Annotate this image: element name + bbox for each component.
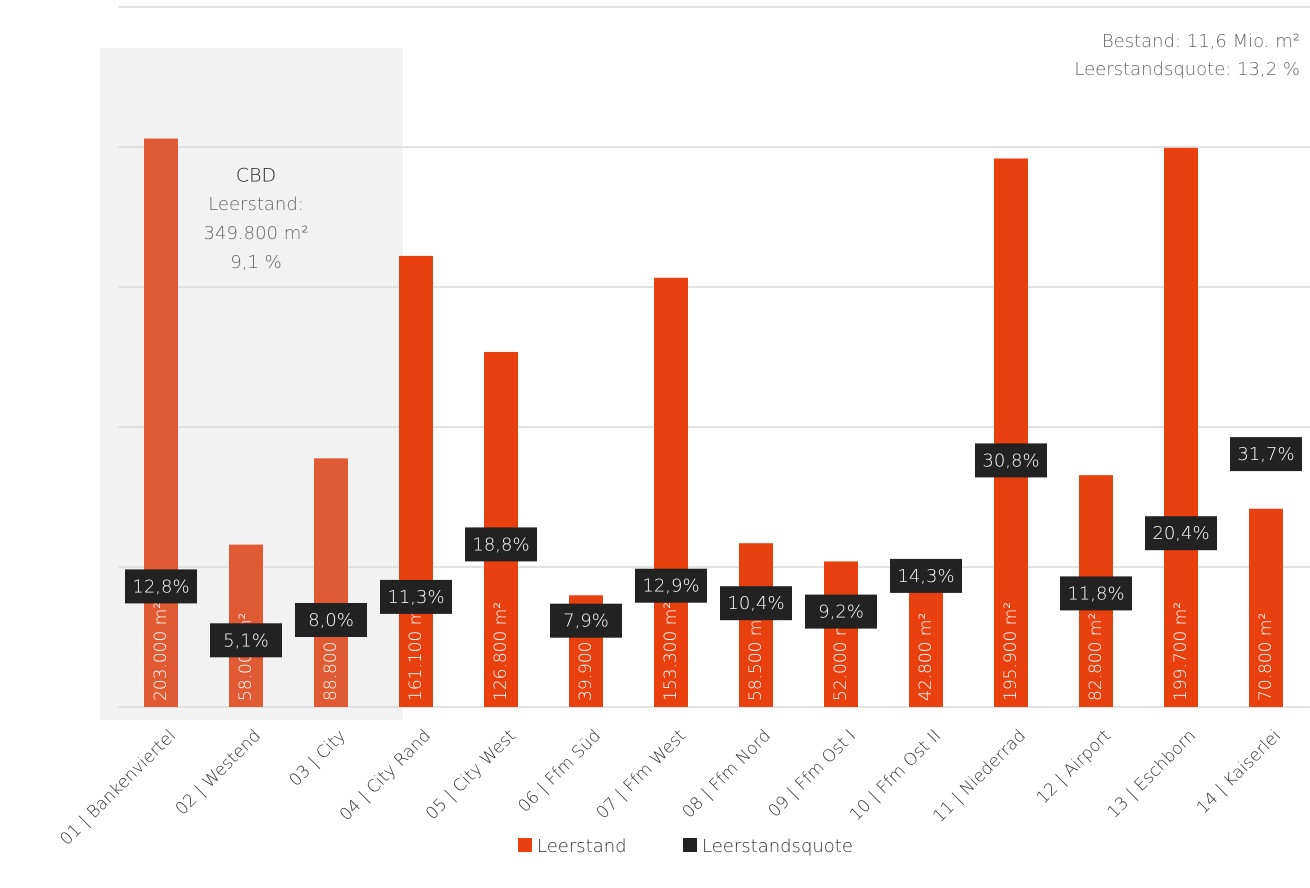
quote-box: [210, 623, 282, 658]
quote-label: 31,7%: [1237, 444, 1294, 465]
value-label: 70.800 m²: [1256, 613, 1276, 701]
quote-label: 18,8%: [472, 534, 529, 555]
legend-swatch: [518, 838, 532, 852]
x-tick-label: 04 | City Rand: [336, 726, 435, 825]
quote-box: [295, 603, 367, 637]
bar: [1249, 508, 1283, 707]
value-label: 203.000 m²: [151, 602, 171, 701]
value-label: 42.800 m²: [916, 613, 936, 701]
value-label: 82.800 m²: [1086, 613, 1106, 701]
x-tick-label: 02 | Westend: [172, 726, 265, 819]
x-tick-label: 09 | Ffm Ost I: [764, 726, 860, 822]
quote-box: [720, 586, 792, 621]
legend-swatch: [683, 838, 697, 852]
x-tick-label: 03 | City: [285, 726, 350, 791]
quote-label: 7,9%: [563, 611, 609, 632]
x-tick-label: 13 | Eschborn: [1104, 726, 1201, 823]
quote-box: [465, 527, 537, 562]
quote-label: 30,8%: [982, 450, 1039, 471]
quote-label: 14,3%: [897, 566, 954, 587]
quote-label: 11,3%: [387, 587, 444, 608]
x-tick-label: 05 | City West: [422, 726, 520, 824]
value-label: 52.000 m²: [831, 613, 851, 701]
quote-label: 9,2%: [818, 602, 864, 623]
x-tick-label: 07 | Ffm West: [593, 726, 690, 823]
annotation: Bestand: 11,6 Mio. m²: [1102, 31, 1300, 52]
bar: [994, 158, 1028, 708]
quote-box: [975, 443, 1047, 478]
bar: [399, 255, 433, 708]
bar: [1164, 147, 1198, 708]
annotation: CBD: [236, 165, 276, 187]
x-tick-label: 08 | Ffm Nord: [679, 726, 776, 823]
quote-box: [1060, 576, 1132, 611]
quote-box: [805, 594, 877, 629]
quote-box: [1145, 516, 1217, 551]
quote-box: [380, 579, 452, 614]
quote-label: 11,8%: [1067, 583, 1124, 604]
bar: [739, 543, 773, 707]
x-tick-label: 06 | Ffm Süd: [514, 726, 605, 817]
quote-box: [890, 558, 962, 593]
quote-label: 8,0%: [308, 610, 354, 631]
value-label: 195.900 m²: [1001, 602, 1021, 701]
annotation: 349.800 m²: [204, 223, 309, 244]
quote-label: 5,1%: [223, 630, 269, 651]
annotation: Leerstand:: [208, 194, 304, 215]
value-label: 161.100 m²: [406, 602, 426, 701]
value-label: 153.300 m²: [661, 602, 681, 701]
value-label: 126.800 m²: [491, 602, 511, 701]
x-tick-label: 11 | Niederrad: [929, 726, 1030, 827]
value-label: 58.500 m²: [746, 613, 766, 701]
bar: [314, 458, 348, 707]
bar: [824, 561, 858, 707]
x-tick-label: 12 | Airport: [1033, 726, 1115, 808]
legend-label: Leerstand: [537, 836, 627, 857]
x-tick-label: 10 | Ffm Ost II: [846, 726, 945, 825]
annotation: Leerstandsquote: 13,2 %: [1074, 59, 1300, 80]
quote-box: [550, 603, 622, 638]
quote-label: 20,4%: [1152, 523, 1209, 544]
quote-label: 12,8%: [132, 576, 189, 597]
bar: [654, 277, 688, 707]
value-label: 199.700 m²: [1171, 602, 1191, 701]
bar: [144, 138, 178, 708]
quote-box: [125, 569, 197, 604]
legend-label: Leerstandsquote: [702, 836, 853, 857]
bar: [909, 587, 943, 707]
annotation: 9,1 %: [230, 252, 281, 273]
quote-box: [1230, 437, 1302, 472]
quote-label: 10,4%: [727, 593, 784, 614]
x-tick-label: 01 | Bankenviertel: [56, 726, 180, 850]
x-tick-label: 14 | Kaiserlei: [1193, 726, 1285, 818]
quote-box: [635, 568, 707, 603]
quote-label: 12,9%: [642, 576, 699, 597]
